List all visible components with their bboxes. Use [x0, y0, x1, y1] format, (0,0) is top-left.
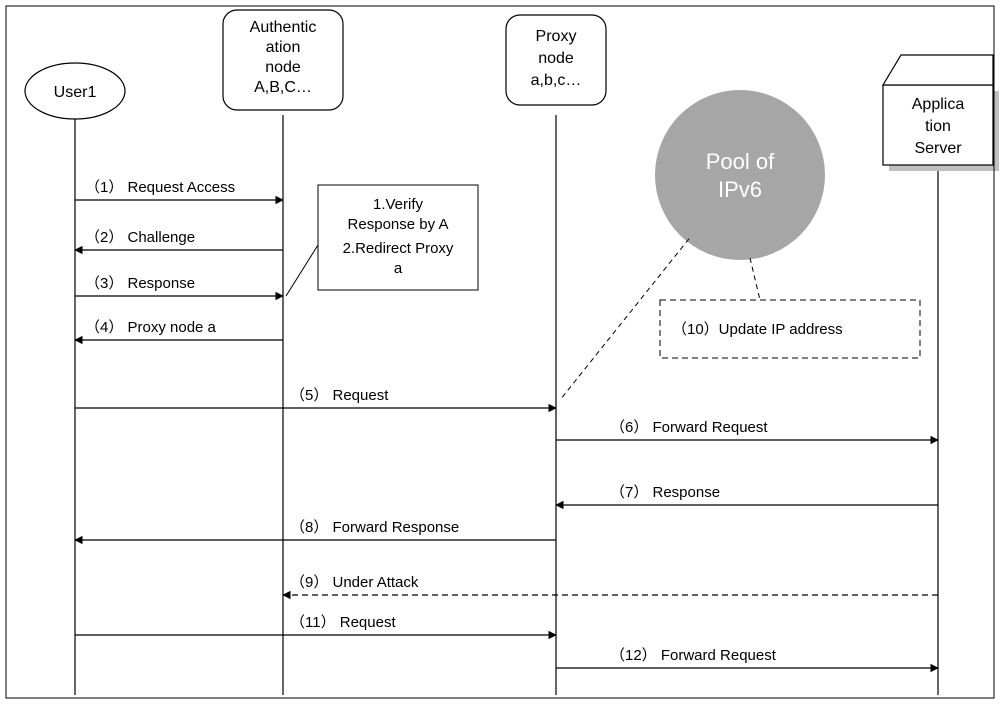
message-label-m5: （5） Request — [290, 387, 389, 404]
actor-proxy-label: a,b,c… — [531, 72, 582, 89]
actor-server-label: tion — [925, 118, 951, 135]
actor-server-roof — [883, 55, 993, 85]
message-label-m8: （8） Forward Response — [290, 519, 459, 536]
message-label-m2: （2） Challenge — [85, 229, 195, 246]
verify-note-line: 1.Verify — [373, 196, 424, 213]
message-label-m6: （6） Forward Request — [610, 419, 768, 436]
pool-ipv6-label: Pool of — [706, 149, 775, 174]
actor-server-label: Applica — [912, 96, 965, 113]
diagram-frame — [6, 6, 994, 698]
pool-ipv6-circle — [655, 90, 825, 260]
message-label-m3: （3） Response — [85, 275, 195, 292]
actor-auth-label: A,B,C… — [254, 79, 312, 96]
message-label-m1: （1） Request Access — [85, 179, 235, 196]
actor-auth-label: node — [265, 59, 301, 76]
message-label-m12: （12） Forward Request — [610, 647, 777, 664]
message-label-m7: （7） Response — [610, 484, 720, 501]
actor-server-label: Server — [914, 140, 962, 157]
actor-auth-label: Authentic — [250, 19, 317, 36]
response-to-note-line — [286, 245, 318, 296]
actor-auth-label: ation — [266, 39, 301, 56]
verify-note-line: 2.Redirect Proxy — [343, 240, 454, 257]
actor-proxy-label: node — [538, 50, 574, 67]
message-label-m11: （11） Request — [290, 614, 396, 631]
pool-ipv6-label2: IPv6 — [718, 177, 762, 202]
verify-note-line: Response by A — [348, 216, 449, 233]
verify-note-line: a — [394, 260, 403, 277]
pool-to-update-line — [750, 258, 760, 300]
update-ip-label: （10）Update IP address — [672, 321, 843, 338]
actor-proxy-label: Proxy — [536, 28, 577, 45]
pool-to-proxy-line — [560, 239, 689, 400]
message-label-m9: （9） Under Attack — [290, 574, 419, 591]
actor-user1-label: User1 — [54, 84, 97, 101]
message-label-m4: （4） Proxy node a — [85, 319, 217, 336]
